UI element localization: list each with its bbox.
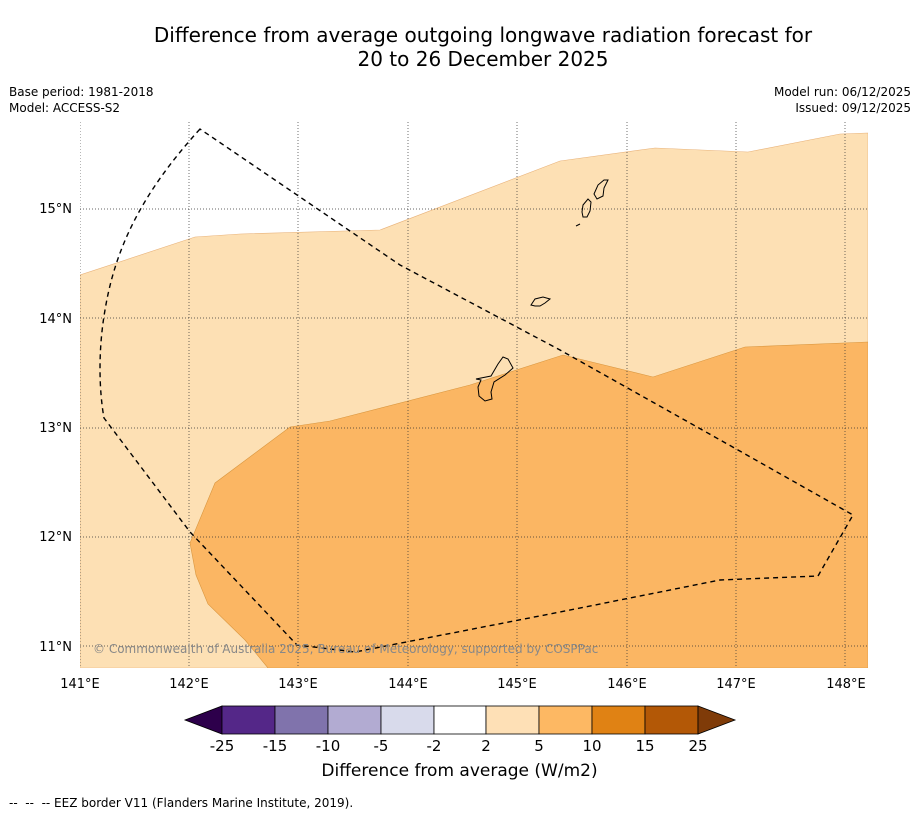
colorbar (183, 705, 737, 735)
colorbar-segment (485, 705, 540, 735)
lon-label: 145°E (497, 677, 537, 692)
colorbar-extend-high (697, 705, 737, 735)
lat-label: 12°N (39, 530, 72, 545)
island-guam (475, 356, 514, 402)
colorbar-segment (221, 705, 276, 735)
lat-label: 15°N (39, 202, 72, 217)
lon-label: 146°E (607, 677, 647, 692)
map-area: © Commonwealth of Australia 2025, Bureau… (80, 122, 868, 668)
lat-label: 13°N (39, 421, 72, 436)
lon-label: 141°E (60, 677, 100, 692)
issued-text: Issued: 09/12/2025 (795, 101, 911, 115)
island-tinian (581, 198, 592, 218)
colorbar-segment (644, 705, 699, 735)
graticule (80, 122, 868, 668)
island-aguijan (575, 223, 581, 227)
colorbar-segment (538, 705, 593, 735)
model-run-text: Model run: 06/12/2025 (773, 85, 911, 99)
lon-label: 144°E (388, 677, 428, 692)
island-saipan (593, 179, 609, 200)
colorbar-tick: -5 (374, 737, 389, 755)
colorbar-tick: 10 (582, 737, 601, 755)
map-title-line-1: Difference from average outgoing longwav… (153, 23, 813, 47)
colorbar-segment (327, 705, 382, 735)
lon-label: 148°E (826, 677, 866, 692)
colorbar-tick: 5 (534, 737, 544, 755)
copyright-text: © Commonwealth of Australia 2025, Bureau… (93, 642, 598, 656)
colorbar-tick: 15 (635, 737, 654, 755)
colorbar-segment (274, 705, 329, 735)
map-title-line-2: 20 to 26 December 2025 (357, 47, 609, 71)
colorbar-tick: -25 (210, 737, 235, 755)
colorbar-tick: -10 (316, 737, 341, 755)
colorbar-title: Difference from average (W/m2) (321, 761, 598, 781)
longitude-labels: 141°E 142°E 143°E 144°E 145°E 146°E 147°… (60, 677, 866, 692)
anomaly-band-5-to-10 (189, 341, 868, 668)
colorbar-segment (433, 705, 487, 735)
eez-footnote: -- -- -- EEZ border V11 (Flanders Marine… (9, 796, 354, 810)
colorbar-segment (591, 705, 646, 735)
island-outlines (475, 179, 609, 402)
colorbar-tick: -2 (427, 737, 442, 755)
island-rota (530, 296, 552, 307)
lat-label: 11°N (39, 640, 72, 655)
meta-right: Model run: 06/12/2025 Issued: 09/12/2025 (774, 84, 911, 116)
model-text: Model: ACCESS-S2 (9, 101, 121, 115)
base-period-text: Base period: 1981-2018 (9, 85, 154, 99)
latitude-labels: 15°N 14°N 13°N 12°N 11°N (39, 202, 72, 655)
colorbar-extend-low (183, 705, 223, 735)
lon-label: 147°E (716, 677, 756, 692)
lat-label: 14°N (39, 312, 72, 327)
meta-left: Base period: 1981-2018 Model: ACCESS-S2 (9, 84, 154, 116)
colorbar-tick: -15 (263, 737, 288, 755)
colorbar-segment (380, 705, 435, 735)
eez-border (99, 128, 854, 653)
colorbar-tick-labels: -25 -15 -10 -5 -2 2 5 10 15 25 (210, 737, 708, 755)
colorbar-tick: 2 (481, 737, 491, 755)
lon-label: 143°E (278, 677, 318, 692)
colorbar-tick: 25 (688, 737, 707, 755)
lon-label: 142°E (169, 677, 209, 692)
